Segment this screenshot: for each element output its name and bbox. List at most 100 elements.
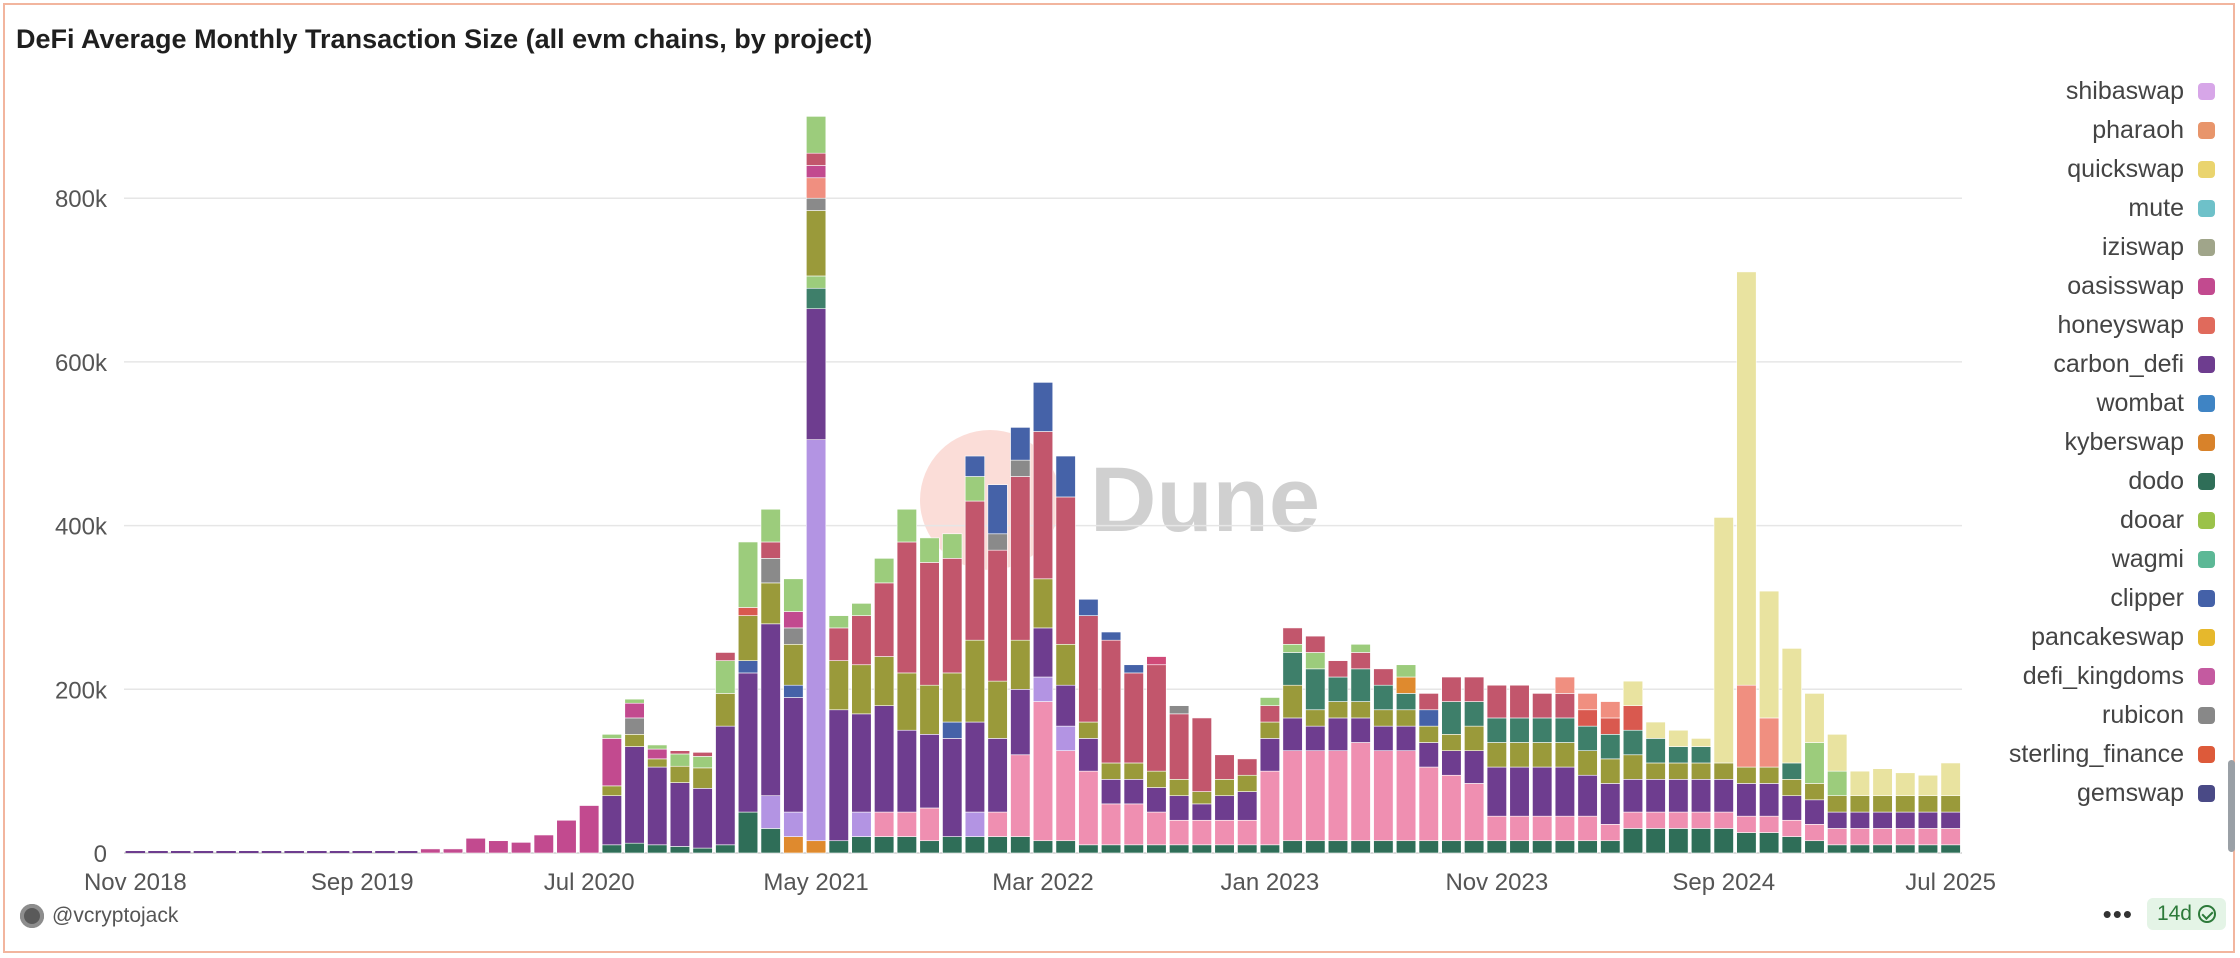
bar-segment[interactable] (1259, 705, 1280, 723)
bar-segment[interactable] (715, 693, 736, 727)
bar-segment[interactable] (1600, 701, 1621, 719)
bar-segment[interactable] (806, 116, 827, 154)
bar-segment[interactable] (1078, 598, 1099, 616)
bar-segment[interactable] (1781, 795, 1802, 821)
bar-segment[interactable] (1032, 840, 1054, 854)
bar-segment[interactable] (647, 758, 668, 768)
bar-segment[interactable] (1713, 779, 1734, 813)
bar-segment[interactable] (828, 627, 849, 661)
bar-segment[interactable] (1509, 742, 1530, 768)
bar-segment[interactable] (1282, 627, 1303, 645)
bar-segment[interactable] (1373, 709, 1394, 727)
bar-segment[interactable] (1373, 684, 1394, 711)
bar-segment[interactable] (1804, 840, 1825, 854)
bar-segment[interactable] (1781, 836, 1802, 854)
bar-segment[interactable] (1101, 779, 1122, 805)
bar-segment[interactable] (1327, 660, 1349, 678)
bar-segment[interactable] (284, 851, 304, 853)
bar-segment[interactable] (624, 734, 645, 747)
bar-segment[interactable] (1759, 590, 1780, 719)
bar-segment[interactable] (1396, 693, 1417, 711)
bar-segment[interactable] (1259, 738, 1280, 772)
bar-segment[interactable] (1418, 840, 1439, 854)
bar-segment[interactable] (783, 684, 804, 698)
legend-item[interactable]: defi_kingdoms (2023, 661, 2215, 691)
bar-segment[interactable] (1759, 766, 1780, 784)
bar-segment[interactable] (1532, 766, 1553, 817)
bar-segment[interactable] (1327, 750, 1349, 842)
bar-segment[interactable] (465, 837, 486, 854)
legend-item[interactable]: sterling_finance (2009, 739, 2215, 769)
legend-scrollbar[interactable] (2228, 760, 2235, 852)
bar-segment[interactable] (1350, 717, 1371, 743)
bar-segment[interactable] (1872, 768, 1893, 797)
bar-segment[interactable] (1872, 844, 1893, 854)
bar-segment[interactable] (1759, 783, 1780, 817)
bar-segment[interactable] (1804, 799, 1825, 825)
bar-segment[interactable] (737, 615, 759, 661)
bar-segment[interactable] (669, 782, 690, 847)
bar-segment[interactable] (1872, 828, 1893, 846)
bar-segment[interactable] (1191, 844, 1212, 854)
bar-segment[interactable] (896, 729, 917, 813)
bar-segment[interactable] (624, 717, 645, 735)
bar-segment[interactable] (1645, 721, 1666, 739)
bar-segment[interactable] (1690, 811, 1712, 829)
bar-segment[interactable] (1917, 828, 1939, 846)
bar-segment[interactable] (1373, 725, 1394, 751)
bar-segment[interactable] (533, 834, 554, 854)
bar-segment[interactable] (1690, 738, 1712, 747)
bar-segment[interactable] (1464, 676, 1485, 702)
bar-segment[interactable] (488, 840, 509, 854)
bar-segment[interactable] (1917, 811, 1939, 829)
bar-segment[interactable] (1554, 766, 1575, 817)
bar-segment[interactable] (216, 851, 236, 853)
bar-segment[interactable] (692, 767, 713, 789)
bar-segment[interactable] (601, 844, 622, 854)
bar-segment[interactable] (1123, 762, 1144, 780)
bar-segment[interactable] (1396, 676, 1417, 694)
bar-segment[interactable] (874, 558, 895, 584)
bar-segment[interactable] (1327, 840, 1349, 854)
bar-segment[interactable] (1305, 750, 1326, 842)
bar-segment[interactable] (1509, 766, 1530, 817)
bar-segment[interactable] (760, 541, 781, 559)
bar-segment[interactable] (1214, 754, 1235, 780)
author-name[interactable]: @vcryptojack (52, 904, 179, 927)
bar-segment[interactable] (1441, 774, 1462, 842)
bar-segment[interactable] (874, 836, 895, 854)
bar-segment[interactable] (1736, 684, 1757, 768)
legend-item[interactable]: honeyswap (2058, 310, 2215, 340)
bar-segment[interactable] (329, 851, 350, 853)
legend-item[interactable]: oasisswap (2067, 271, 2215, 301)
bar-segment[interactable] (1305, 725, 1326, 751)
bar-segment[interactable] (1713, 828, 1734, 854)
bar-segment[interactable] (987, 533, 1008, 551)
bar-segment[interactable] (1554, 693, 1575, 719)
bar-segment[interactable] (828, 660, 849, 711)
bar-segment[interactable] (896, 541, 917, 674)
bar-segment[interactable] (601, 795, 622, 846)
bar-segment[interactable] (1396, 709, 1417, 727)
bar-segment[interactable] (1032, 382, 1054, 432)
bar-segment[interactable] (170, 851, 191, 853)
bar-segment[interactable] (1622, 754, 1644, 780)
bar-segment[interactable] (1305, 652, 1326, 670)
bar-segment[interactable] (1123, 844, 1144, 854)
bar-segment[interactable] (1055, 455, 1076, 498)
bar-segment[interactable] (715, 725, 736, 846)
bar-segment[interactable] (1191, 803, 1212, 821)
bar-segment[interactable] (1078, 770, 1099, 846)
bar-segment[interactable] (1577, 774, 1598, 817)
bar-segment[interactable] (1940, 844, 1961, 854)
bar-segment[interactable] (1577, 750, 1598, 776)
bar-segment[interactable] (1282, 643, 1303, 653)
bar-segment[interactable] (193, 851, 214, 853)
bar-segment[interactable] (1759, 815, 1780, 833)
bar-segment[interactable] (737, 811, 759, 854)
bar-segment[interactable] (987, 738, 1008, 813)
bar-segment[interactable] (896, 508, 917, 543)
bar-segment[interactable] (1282, 684, 1303, 719)
bar-segment[interactable] (715, 652, 736, 661)
bar-segment[interactable] (601, 734, 622, 739)
